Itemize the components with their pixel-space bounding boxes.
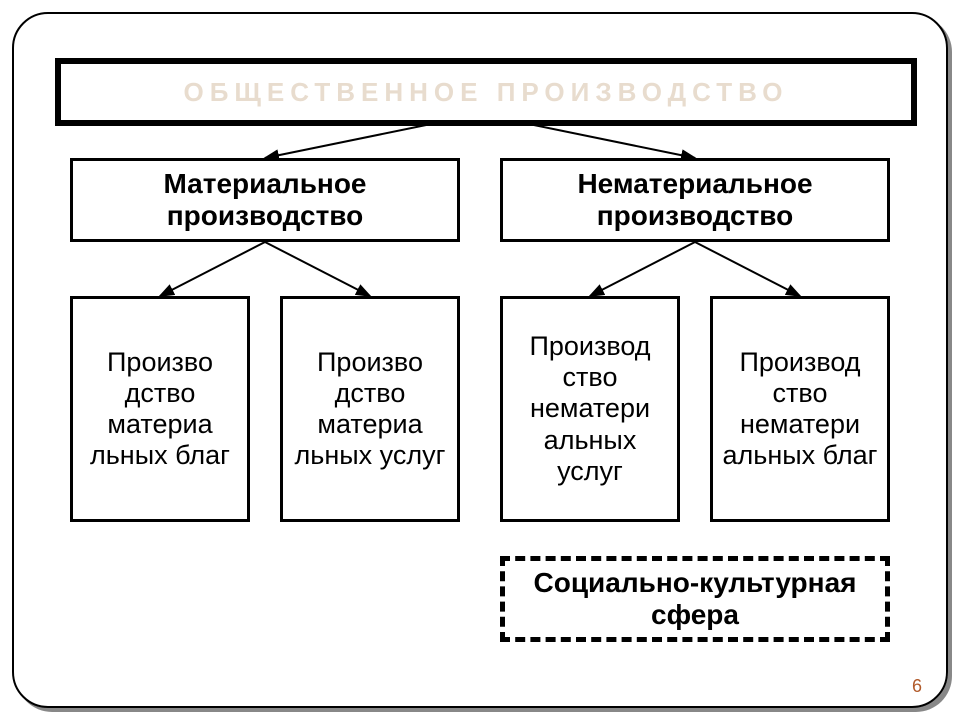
- node-material: Материальное производство: [70, 158, 460, 242]
- socio-cultural-label: Социально-культурная сфера: [505, 567, 885, 631]
- page-number: 6: [912, 676, 922, 697]
- node-mat-goods-label: Произво дство материа льных благ: [79, 347, 241, 471]
- node-nonmaterial-label: Нематериальное производство: [509, 168, 881, 232]
- node-mat-services-label: Произво дство материа льных услуг: [289, 347, 451, 471]
- title-text: ОБЩЕСТВЕННОЕ ПРОИЗВОДСТВО: [184, 77, 789, 108]
- node-mat-goods: Произво дство материа льных благ: [70, 296, 250, 522]
- socio-cultural-box: Социально-культурная сфера: [500, 556, 890, 642]
- slide: ОБЩЕСТВЕННОЕ ПРОИЗВОДСТВО Материальное п…: [0, 0, 960, 720]
- title-box: ОБЩЕСТВЕННОЕ ПРОИЗВОДСТВО: [55, 58, 917, 126]
- node-nonmat-services-label: Производ ство нематери альных услуг: [509, 331, 671, 486]
- node-nonmaterial: Нематериальное производство: [500, 158, 890, 242]
- node-nonmat-goods: Производ ство нематери альных благ: [710, 296, 890, 522]
- node-material-label: Материальное производство: [79, 168, 451, 232]
- node-mat-services: Произво дство материа льных услуг: [280, 296, 460, 522]
- node-nonmat-goods-label: Производ ство нематери альных благ: [719, 347, 881, 471]
- node-nonmat-services: Производ ство нематери альных услуг: [500, 296, 680, 522]
